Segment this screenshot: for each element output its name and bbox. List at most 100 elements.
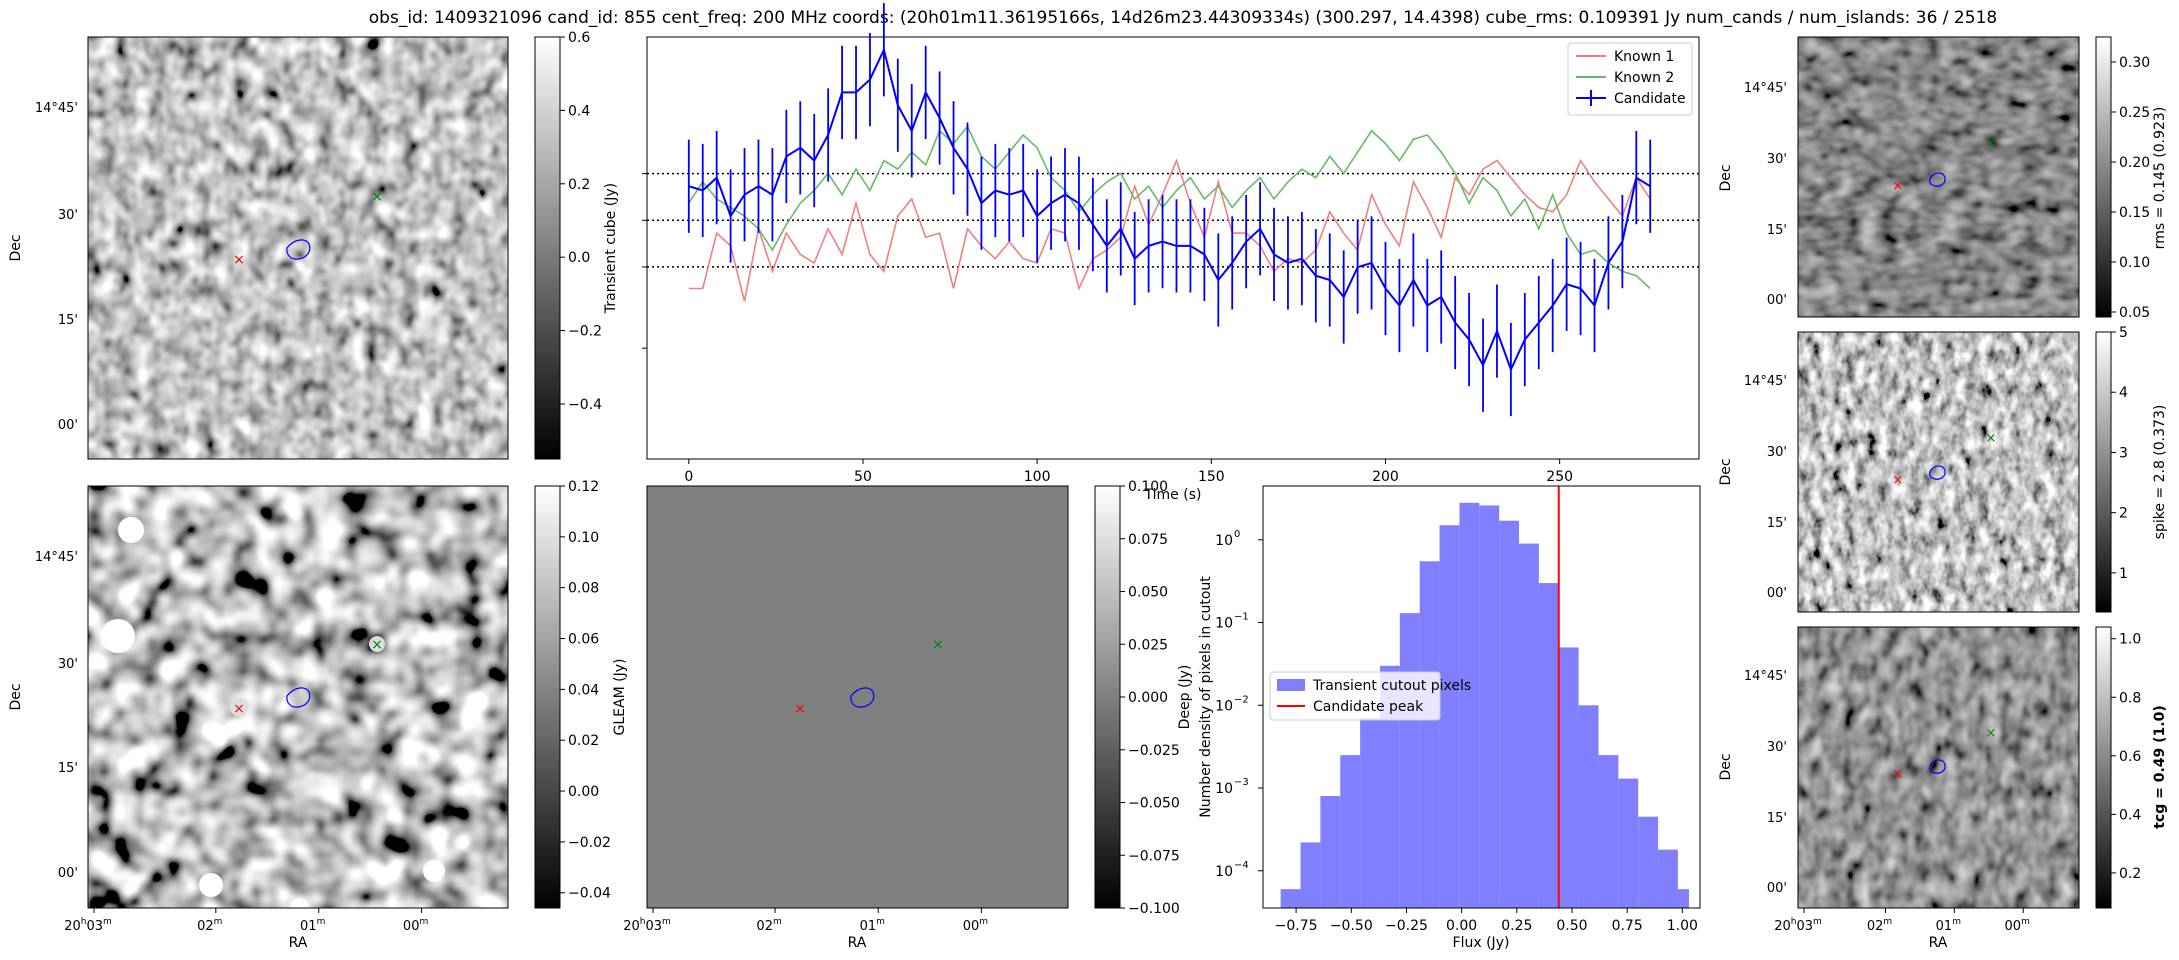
ra-tick-superscript: m [317, 917, 326, 927]
candidate-contour [1929, 172, 1946, 187]
colorbar-tick-label: 0.08 [568, 581, 599, 597]
ra-tick-base: 20 [1774, 919, 1791, 934]
colorbar-label: tcg = 0.49 (1.0) [2152, 705, 2168, 829]
histogram-bar [1638, 816, 1659, 908]
histogram-legend: Transient cutout pixels Candidate peak [1269, 671, 1471, 721]
ra-tick-superscript: m [979, 917, 988, 927]
ra-tick-base: 02 [1867, 919, 1884, 934]
ra-tick-minutes: 03 [1796, 919, 1813, 934]
series-candidate [687, 3, 1652, 417]
colorbar-tick-label: 0.05 [2119, 305, 2150, 321]
bright-source [423, 860, 445, 882]
colorbar-label: spike = 2.8 (0.373) [2152, 405, 2168, 540]
ra-tick-label: 01m [300, 917, 325, 934]
ra-tick-label: 00m [403, 917, 428, 934]
dec-tick-label: 30' [1767, 740, 1787, 755]
colorbar-tick-label: 0.2 [2119, 866, 2141, 882]
panel-gleam: GLEAM (Jy) × × [612, 485, 1069, 909]
ra-tick-superscript: m [1883, 917, 1892, 927]
red-x-marker: × [1893, 179, 1904, 194]
bright-source [118, 517, 144, 543]
series-line [688, 46, 1651, 373]
dec-axis-label: Dec [1718, 753, 1734, 780]
colorbar-tick-label: 0.10 [2119, 255, 2150, 271]
colorbar-tick-label: −0.04 [568, 886, 611, 902]
panel-transient-cube: × × 14°45' 30' 15' 00' Dec [8, 36, 509, 460]
dec-tick-label: 15' [58, 313, 78, 328]
colorbar-tick-label: 0.15 [2119, 205, 2150, 221]
dec-tick-label: 14°45' [1744, 669, 1787, 684]
ra-tick-superscript: m [2021, 917, 2030, 927]
histogram-bar [1379, 665, 1400, 908]
y-tick-exponent: −3 [1234, 777, 1249, 788]
histogram-bar [1538, 583, 1559, 908]
legend-known2-label: Known 2 [1614, 70, 1674, 86]
colorbar-tick-label: 0.4 [568, 103, 590, 119]
ra-tick-superscript: h [81, 917, 87, 927]
colorbar-gradient [2095, 331, 2112, 613]
histogram-bar [1658, 849, 1678, 908]
x-tick-label: 50 [854, 469, 872, 485]
series-known-1 [688, 158, 1651, 302]
dec-tick-label: 14°45' [35, 101, 78, 116]
dec-tick-label: 14°45' [1744, 374, 1787, 389]
dec-axis-label: Dec [8, 683, 24, 710]
ra-axis-label: RA [1929, 935, 1948, 951]
ra-tick-superscript: m [773, 917, 782, 927]
ra-tick-base: 00 [2005, 919, 2022, 934]
ra-tick-superscript: h [1791, 917, 1797, 927]
colorbar-tick-label: 0.4 [2119, 807, 2141, 823]
bright-source [199, 873, 223, 897]
ra-axis-label: RA [289, 935, 308, 951]
y-tick-exponent: −4 [1234, 860, 1249, 871]
panel-deep: × × 14°45' 30' 15' 00' Dec [8, 485, 509, 909]
colorbar-tick-label: 2 [2119, 506, 2128, 522]
y-tick-label: 10 [1215, 698, 1233, 714]
ra-tick-label: 01m [860, 917, 885, 934]
colorbar-tick-label: 0.2 [568, 177, 590, 193]
x-tick-label: 0 [684, 469, 693, 485]
tcg-frame [1797, 626, 2080, 909]
colorbar-gradient [534, 485, 561, 909]
panel-lightcurve: 0 50 100 150 200 250 Time (s) Known 1 Known 2… [642, 3, 1700, 503]
histogram-bar [1439, 525, 1460, 908]
ra-tick-superscript: m [419, 917, 428, 927]
y-tick-exponent: −2 [1234, 694, 1249, 705]
colorbar-tick-label: 5 [2119, 325, 2128, 341]
lightcurve-legend: Known 1 Known 2 Candidate [1567, 42, 1693, 116]
histogram-bar [1598, 755, 1619, 908]
ra-axis-ticks: 20h03m 02m 01m 00m 20h03m 02m 01m 00m 20h03m 02m 0… [64, 908, 2030, 934]
ra-tick-label: 20h03m [623, 917, 671, 934]
colorbar-tcg: 1.0 0.8 0.6 0.4 0.2 tcg = 0.49 (1.0) [2095, 626, 2168, 909]
ra-tick-superscript: m [876, 917, 885, 927]
x-tick-label: 200 [1372, 469, 1399, 485]
deep-image [88, 486, 508, 908]
deep-colorbar-label: Deep (Jy) [1177, 665, 1193, 730]
lightcurve-axes [646, 36, 1700, 460]
colorbar-tick-label: 0.025 [1128, 637, 1168, 653]
dec-tick-label: 30' [1767, 445, 1787, 460]
ra-tick-label: 00m [963, 917, 988, 934]
y-tick-label: 10 [1215, 864, 1233, 880]
ra-tick-label: 01m [1936, 917, 1961, 934]
ra-tick-base: 20 [64, 919, 81, 934]
tcg-image [1798, 627, 2079, 908]
ra-tick-label: 02m [197, 917, 222, 934]
colorbar-tick-label: 0.06 [568, 632, 599, 648]
histogram-frame [1262, 485, 1701, 909]
dec-axis-label: Dec [1718, 458, 1734, 485]
x-tick-label: −0.25 [1385, 918, 1428, 934]
colorbar-tick-label: 0.02 [568, 733, 599, 749]
y-tick-exponent: 0 [1234, 529, 1240, 540]
colorbar-tick-label: −0.100 [1128, 901, 1180, 917]
colorbar-tick-label: 0.6 [568, 30, 590, 46]
colorbar-tick-label: −0.4 [568, 397, 602, 413]
deep-frame [87, 485, 509, 909]
dec-tick-label: 00' [1767, 293, 1787, 308]
red-x-marker: × [233, 701, 245, 717]
x-tick-label: 150 [1198, 469, 1225, 485]
histogram-bar [1479, 505, 1500, 908]
red-x-marker: × [233, 252, 245, 268]
candidate-contour [1929, 759, 1946, 774]
